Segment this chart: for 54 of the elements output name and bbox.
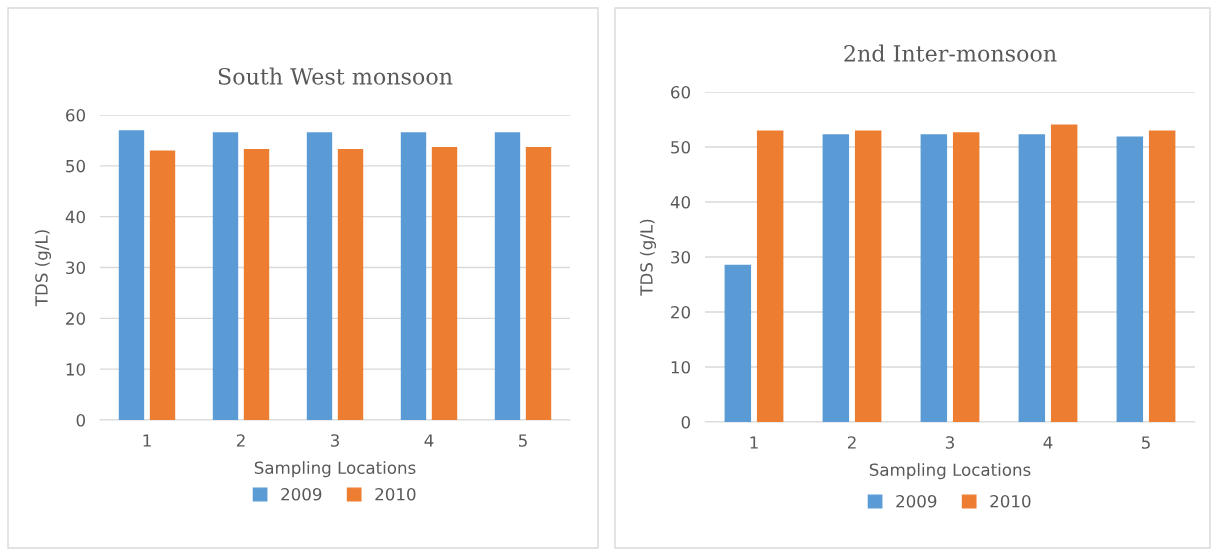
y-tick-label: 60 (671, 85, 690, 99)
bar (243, 149, 270, 420)
x-axis-title: Sampling Locations (869, 463, 1031, 480)
bar (118, 130, 145, 420)
y-tick-label: 60 (66, 108, 85, 122)
y-tick-label: 40 (65, 210, 85, 224)
bar (920, 134, 948, 422)
legend-label: 2010 (375, 487, 416, 501)
x-tick-label: 5 (1141, 436, 1150, 449)
x-tick-label: 4 (1043, 436, 1053, 449)
chart-title: South West monsoon (218, 67, 453, 85)
bar (822, 134, 850, 422)
y-tick-label: 10 (66, 363, 85, 376)
bar (1148, 130, 1176, 422)
legend-label: 2009 (281, 487, 322, 501)
bar (952, 132, 980, 422)
bar (1116, 136, 1144, 422)
legend-label: 2009 (896, 494, 937, 508)
y-tick-label: 20 (66, 312, 85, 325)
x-tick-label: 2 (236, 434, 245, 447)
bar (212, 132, 239, 420)
y-tick-label: 0 (681, 415, 690, 429)
x-tick-label: 1 (750, 436, 758, 449)
bar (756, 130, 784, 422)
y-tick-label: 50 (671, 140, 690, 154)
x-tick-label: 4 (424, 434, 434, 447)
x-tick-label: 3 (330, 434, 339, 447)
y-tick-label: 20 (671, 305, 690, 319)
bar (854, 130, 882, 422)
bar (306, 132, 333, 420)
y-tick-label: 30 (671, 250, 690, 264)
bar (724, 264, 752, 422)
legend-label: 2010 (990, 494, 1031, 508)
x-tick-label: 1 (143, 434, 151, 447)
y-tick-label: 10 (671, 360, 690, 374)
x-tick-label: 3 (945, 436, 954, 449)
y-tick-label: 50 (66, 159, 85, 173)
y-axis-title: TDS (g/L) (639, 219, 657, 296)
y-tick-label: 0 (76, 413, 85, 427)
bar (149, 150, 176, 420)
x-tick-label: 2 (847, 436, 856, 449)
bar (431, 147, 458, 420)
chart-title: 2nd Inter-monsoon (844, 44, 1057, 62)
bar (1050, 124, 1078, 422)
y-tick-label: 40 (670, 195, 690, 209)
bar (494, 132, 521, 420)
x-tick-label: 5 (518, 434, 527, 447)
bar (337, 149, 364, 420)
y-tick-label: 30 (66, 261, 85, 275)
bar (1018, 134, 1046, 422)
y-axis-title: TDS (g/L) (34, 230, 52, 307)
bar (525, 147, 552, 420)
bar (400, 132, 427, 420)
x-axis-title: Sampling Locations (254, 461, 416, 478)
